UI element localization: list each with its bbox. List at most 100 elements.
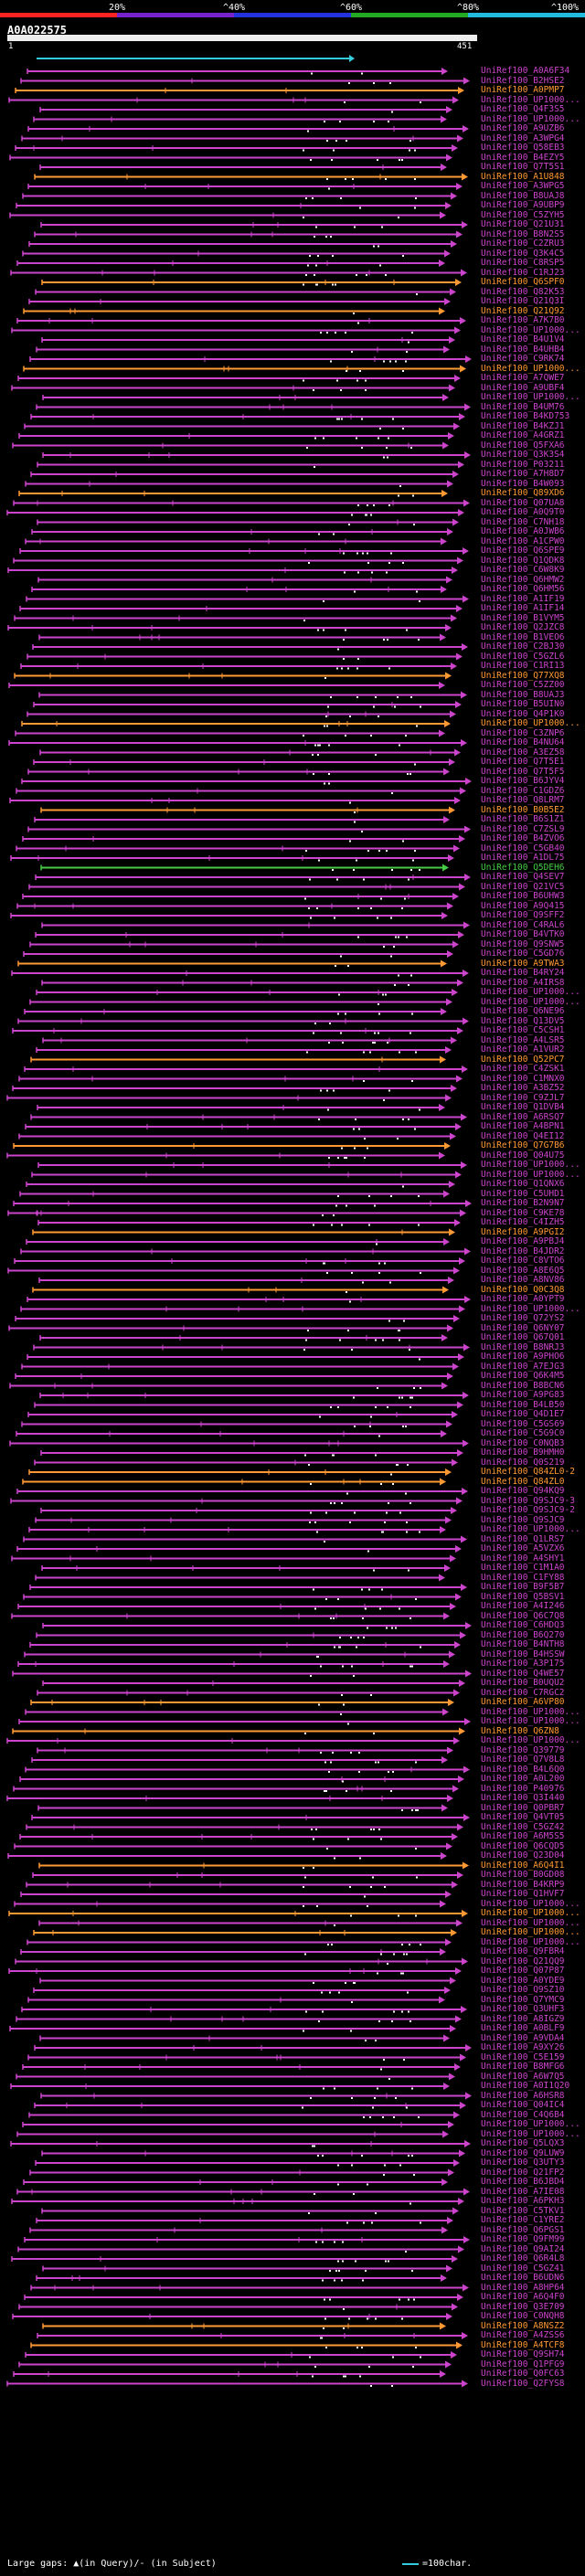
hit-label-link[interactable]: UniRef100_B4ZVO6 [481,833,565,843]
hit-label-link[interactable]: UniRef100_A0L200 [481,1774,565,1784]
hit-row[interactable] [12,1085,457,1092]
hit-row[interactable] [16,317,466,324]
hit-row[interactable] [26,1823,463,1831]
hit-row[interactable] [42,1622,472,1629]
hit-row[interactable] [9,797,461,804]
hit-label-link[interactable]: UniRef100_A0BLF9 [481,2023,565,2033]
hit-row[interactable] [8,739,467,747]
hit-label-link[interactable]: UniRef100_Q6HM56 [481,584,565,594]
hit-row[interactable] [26,1881,458,1889]
hit-label-link[interactable]: UniRef100_Q9FBR4 [481,1946,565,1956]
hit-row[interactable] [41,279,462,286]
hit-row[interactable] [27,68,448,75]
hit-row[interactable] [6,509,464,516]
hit-label-link[interactable]: UniRef100_B4LB50 [481,1399,565,1410]
hit-row[interactable] [36,2274,447,2282]
hit-row[interactable] [6,1151,445,1160]
hit-row[interactable] [42,1680,465,1687]
hit-label-link[interactable]: UniRef100_C5GB40 [481,843,565,853]
hit-label-link[interactable]: UniRef100_UP1000... [481,113,580,124]
hit-row[interactable] [23,1593,462,1601]
hit-label-link[interactable]: UniRef100_UP1000... [481,2128,580,2139]
hit-row[interactable] [22,2121,454,2128]
hit-label-link[interactable]: UniRef100_A9UBF4 [481,382,565,393]
hit-row[interactable] [7,567,458,574]
hit-label-link[interactable]: UniRef100_B9HMH0 [481,1447,565,1458]
hit-row[interactable] [16,202,452,209]
hit-row[interactable] [35,1516,452,1524]
hit-label-link[interactable]: UniRef100_B4L6Q0 [481,1764,565,1775]
hit-row[interactable] [37,2332,468,2339]
hit-label-link[interactable]: UniRef100_A1IF19 [481,593,565,604]
hit-row[interactable] [7,1267,460,1275]
hit-row[interactable] [40,864,449,872]
hit-row[interactable] [16,2188,470,2196]
hit-row[interactable] [27,1411,458,1418]
hit-row[interactable] [40,221,468,228]
hit-row[interactable] [31,1756,448,1764]
hit-row[interactable] [22,192,457,200]
hit-row[interactable] [16,1545,462,1553]
hit-label-link[interactable]: UniRef100_Q23D04 [481,1850,565,1860]
hit-row[interactable] [15,1315,460,1322]
hit-row[interactable] [22,835,465,843]
hit-label-link[interactable]: UniRef100_A8HP64 [481,2282,565,2293]
hit-label-link[interactable]: UniRef100_A8NSZ2 [481,2320,565,2331]
hit-row[interactable] [33,758,455,766]
hit-row[interactable] [27,825,471,833]
hit-label-link[interactable]: UniRef100_A6Q4F0 [481,2292,565,2302]
hit-label-link[interactable]: UniRef100_B4NTH8 [481,1639,565,1649]
hit-label-link[interactable]: UniRef100_A6HSR8 [481,2090,565,2101]
hit-label-link[interactable]: UniRef100_B0UQU2 [481,1678,565,1688]
hit-row[interactable] [29,2168,454,2177]
hit-label-link[interactable]: UniRef100_Q3I440 [481,1793,565,1803]
hit-label-link[interactable]: UniRef100_A6W7Q5 [481,2071,565,2082]
hit-label-link[interactable]: UniRef100_Q9SNW5 [481,938,565,949]
hit-row[interactable] [33,115,447,123]
hit-label-link[interactable]: UniRef100_A4GRZ1 [481,430,565,440]
hit-label-link[interactable]: UniRef100_Q6C7Q8 [481,1610,565,1621]
hit-row[interactable] [38,633,446,641]
hit-label-link[interactable]: UniRef100_A1CPW0 [481,535,565,546]
hit-row[interactable] [24,2294,463,2301]
hit-row[interactable] [22,2063,461,2071]
hit-label-link[interactable]: UniRef100_UP1000... [481,1716,580,1726]
hit-row[interactable] [36,345,450,354]
hit-row[interactable] [15,144,458,152]
hit-row[interactable] [11,326,461,334]
hit-label-link[interactable]: UniRef100_Q21Q3I [481,296,565,306]
hit-label-link[interactable]: UniRef100_Q3UHF3 [481,2004,565,2014]
hit-label-link[interactable]: UniRef100_B4U1V4 [481,334,565,345]
hit-row[interactable] [9,154,452,162]
hit-row[interactable] [10,269,467,277]
hit-row[interactable] [8,1910,468,1917]
hit-row[interactable] [37,1104,445,1111]
hit-row[interactable] [21,1420,452,1428]
hit-row[interactable] [32,643,468,651]
hit-label-link[interactable]: UniRef100_A6M5S5 [481,1831,565,1841]
hit-label-link[interactable]: UniRef100_C5CSH1 [481,1025,565,1035]
hit-label-link[interactable]: UniRef100_Q21QQ9 [481,1956,565,1966]
hit-label-link[interactable]: UniRef100_A9TWA3 [481,958,565,969]
hit-label-link[interactable]: UniRef100_A7QWE7 [481,373,565,383]
hit-label-link[interactable]: UniRef100_A9PBJ4 [481,1236,565,1246]
hit-label-link[interactable]: UniRef100_Q6CQD5 [481,1840,565,1851]
hit-row[interactable] [29,998,452,1006]
hit-row[interactable] [28,298,451,305]
hit-label-link[interactable]: UniRef100_B6JYV4 [481,776,565,786]
hit-row[interactable] [30,1113,467,1121]
hit-row[interactable] [38,691,467,699]
hit-row[interactable] [26,595,469,603]
hit-label-link[interactable]: UniRef100_C6HDQ3 [481,1620,565,1630]
hit-row[interactable] [39,1392,469,1399]
hit-row[interactable] [33,701,462,708]
hit-row[interactable] [9,1439,469,1447]
hit-row[interactable] [38,1919,463,1927]
hit-row[interactable] [17,1660,450,1668]
hit-label-link[interactable]: UniRef100_Q6HMW2 [481,574,565,585]
hit-label-link[interactable]: UniRef100_A4I246 [481,1601,565,1611]
hit-row[interactable] [16,902,453,910]
hit-row[interactable] [13,2370,446,2378]
hit-label-link[interactable]: UniRef100_C6W8K9 [481,565,565,575]
hit-row[interactable] [27,2053,466,2062]
